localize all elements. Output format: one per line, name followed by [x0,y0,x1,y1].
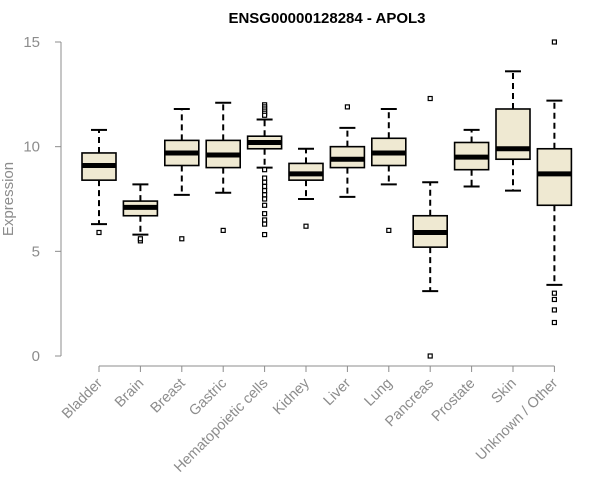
x-tick-label: Skin [489,376,520,407]
outlier-point [262,192,268,198]
outlier-point [551,296,558,303]
outlier-point [137,236,143,242]
y-tick-label: 0 [32,348,40,365]
iqr-box [536,147,573,207]
outlier-point [262,188,268,194]
y-axis: 0 5 10 15 [23,34,62,365]
box-lung [370,107,407,233]
box-kidney [288,147,324,229]
box-brain [122,183,159,244]
box-skin [495,70,531,192]
outlier-point [427,353,433,359]
outlier-point [262,167,268,173]
outlier-point [262,179,268,185]
outlier-point [262,183,268,190]
outlier-point [262,202,268,208]
x-tick-label: Brain [112,376,147,411]
outlier-point [96,229,102,236]
box-gastric [205,101,241,233]
x-tick-label: Prostate [429,376,478,425]
box-hematopoietic-cells [246,102,283,238]
outlier-point [262,231,268,238]
box-pancreas [412,95,449,359]
outlier-point [262,175,268,181]
iqr-box [495,108,531,161]
y-tick-label: 10 [23,139,40,156]
x-tick-label: Lung [361,376,395,410]
box-liver [329,104,366,198]
outlier-point [551,319,558,326]
y-tick-label: 15 [23,34,40,51]
outlier-point [427,95,433,102]
outlier-point [262,217,268,223]
x-tick-label: Breast [148,376,189,417]
outlier-point [220,227,226,233]
x-tick-label: Liver [321,375,355,409]
outlier-point [303,223,309,229]
box-prostate [453,128,490,188]
outlier-point [344,104,350,110]
outlier-point [262,112,268,118]
box-unknown-other [536,39,573,326]
box-breast [164,107,200,242]
y-tick-label: 5 [32,243,40,260]
outlier-point [551,307,558,313]
outlier-point [262,211,268,217]
boxes-layer [81,39,573,359]
outlier-point [262,221,268,227]
outlier-point [262,196,268,202]
y-axis-label: Expression [0,162,17,236]
x-tick-label: Kidney [270,375,313,418]
box-bladder [81,128,117,236]
outlier-point [386,227,392,233]
x-tick-label: Bladder [59,375,106,422]
outlier-point [551,290,558,296]
outlier-point [179,236,185,242]
outlier-point [551,39,558,45]
chart-title: ENSG00000128284 - APOL3 [228,10,425,27]
